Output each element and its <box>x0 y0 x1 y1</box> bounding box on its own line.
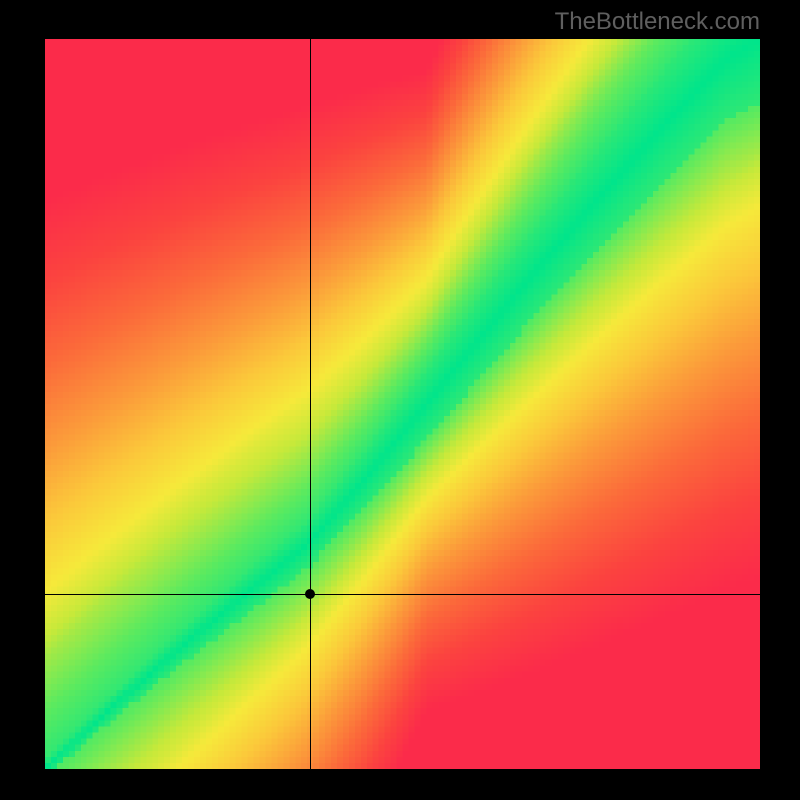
crosshair-marker-dot <box>305 589 315 599</box>
crosshair-horizontal-line <box>45 594 760 595</box>
page-container: TheBottleneck.com <box>0 0 800 800</box>
heatmap-canvas <box>45 39 760 769</box>
heatmap-plot <box>45 39 760 769</box>
crosshair-vertical-line <box>310 39 311 769</box>
watermark-text: TheBottleneck.com <box>555 8 760 36</box>
